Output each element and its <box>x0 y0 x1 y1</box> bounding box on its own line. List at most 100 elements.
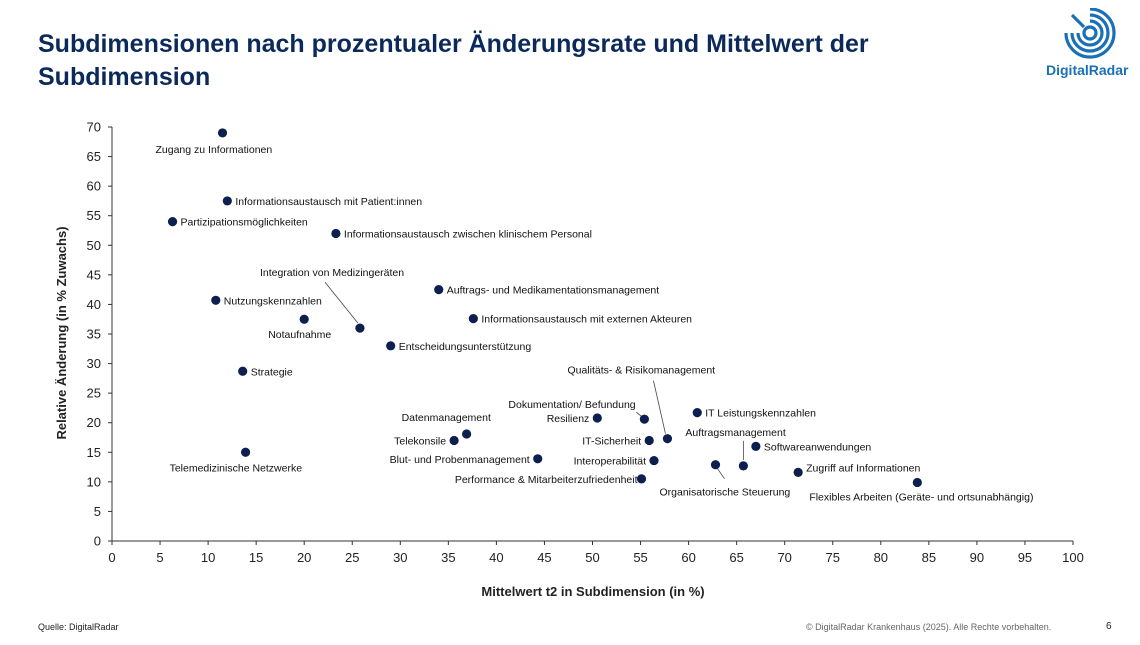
data-point <box>644 435 654 446</box>
y-tick-label: 55 <box>87 208 101 223</box>
x-tick-label: 70 <box>777 550 791 565</box>
label-connector <box>717 468 725 479</box>
x-tick-label: 95 <box>1018 550 1032 565</box>
point-label: Entscheidungsunterstützung <box>399 341 532 353</box>
point-label: Zugang zu Informationen <box>156 144 273 156</box>
x-axis-label: Mittelwert t2 in Subdimension (in %) <box>481 584 704 599</box>
y-tick-label: 45 <box>87 267 101 282</box>
point-label: Telekonsile <box>394 435 446 447</box>
data-point <box>355 323 365 333</box>
point-label: Informationsaustausch mit Patient:innen <box>235 196 422 208</box>
page-title: Subdimensionen nach prozentualer Änderun… <box>38 30 869 91</box>
x-tick-label: 25 <box>345 550 359 565</box>
y-tick-label: 15 <box>87 445 101 460</box>
point-label: Integration von Medizingeräten <box>260 267 404 279</box>
y-tick-label: 30 <box>87 356 101 371</box>
x-tick-label: 0 <box>108 550 115 565</box>
x-tick-label: 100 <box>1062 550 1084 565</box>
data-point <box>240 447 251 457</box>
y-tick-label: 20 <box>87 415 101 430</box>
data-point <box>793 467 803 477</box>
x-tick-label: 5 <box>156 550 163 565</box>
x-tick-label: 10 <box>201 550 215 565</box>
data-point <box>167 217 178 227</box>
data-point <box>592 413 602 423</box>
data-point <box>639 414 649 424</box>
point-label: Blut- und Probenmanagement <box>390 454 530 466</box>
point-label: Performance & Mitarbeiterzufriedenheit <box>455 474 638 486</box>
point-label: IT Leistungskennzahlen <box>705 408 816 420</box>
x-tick-label: 20 <box>297 550 311 565</box>
data-point <box>912 477 922 488</box>
y-axis-label: Relative Änderung (in % Zuwachs) <box>54 226 69 439</box>
page-number: 6 <box>1106 621 1112 632</box>
point-label: Strategie <box>251 366 293 378</box>
data-point <box>434 285 444 295</box>
x-tick-label: 45 <box>537 550 551 565</box>
x-tick-label: 90 <box>970 550 984 565</box>
copyright-note: © DigitalRadar Krankenhaus (2025). Alle … <box>806 622 1052 632</box>
y-tick-label: 10 <box>87 474 101 489</box>
point-label: Informationsaustausch zwischen klinische… <box>344 228 592 240</box>
x-tick-label: 75 <box>826 550 840 565</box>
data-point <box>299 314 309 324</box>
y-tick-label: 65 <box>87 149 101 164</box>
y-tick-label: 35 <box>87 327 101 342</box>
label-connector <box>653 380 666 434</box>
y-tick-label: 0 <box>94 534 101 549</box>
data-point <box>692 408 702 418</box>
data-point <box>222 196 232 206</box>
x-tick-label: 15 <box>249 550 263 565</box>
data-point <box>449 435 459 446</box>
x-tick-label: 30 <box>393 550 407 565</box>
data-point <box>386 341 396 351</box>
x-tick-label: 60 <box>681 550 695 565</box>
y-tick-label: 50 <box>87 238 101 253</box>
point-label: Notaufnahme <box>268 329 331 341</box>
x-tick-label: 50 <box>585 550 599 565</box>
point-label: Resilienz <box>547 413 590 425</box>
data-point <box>211 295 221 305</box>
x-tick-label: 85 <box>922 550 936 565</box>
point-label: IT-Sicherheit <box>582 435 641 447</box>
point-label: Informationsaustausch mit externen Akteu… <box>481 314 692 326</box>
point-label: Qualitäts- & Risikomanagement <box>567 365 715 377</box>
data-point <box>468 314 478 324</box>
point-label: Datenmanagement <box>402 412 491 424</box>
y-tick-label: 25 <box>87 386 101 401</box>
data-point <box>710 460 721 470</box>
point-label: Interoperabilität <box>574 456 646 468</box>
data-point <box>238 366 248 376</box>
data-point <box>462 429 472 439</box>
point-label: Organisatorische Steuerung <box>660 487 791 499</box>
source-note: Quelle: DigitalRadar <box>38 622 119 632</box>
y-tick-label: 40 <box>87 297 101 312</box>
point-label: Dokumentation/ Befundung <box>508 399 635 411</box>
point-label: Auftragsmanagement <box>685 427 785 439</box>
x-tick-label: 40 <box>489 550 503 565</box>
point-label: Partizipationsmöglichkeiten <box>181 217 308 229</box>
data-point <box>751 441 761 451</box>
point-label: Nutzungskennzahlen <box>224 295 322 307</box>
x-tick-label: 35 <box>441 550 455 565</box>
data-point <box>636 474 647 484</box>
x-tick-label: 80 <box>874 550 888 565</box>
data-point <box>662 434 673 444</box>
x-tick-label: 55 <box>633 550 647 565</box>
point-label: Auftrags- und Medikamentationsmanagement <box>447 285 660 297</box>
logo-text: DigitalRadar <box>1046 62 1129 78</box>
data-point <box>649 455 659 466</box>
point-label: Zugriff auf Informationen <box>806 462 920 474</box>
y-tick-label: 70 <box>87 120 101 135</box>
point-label: Flexibles Arbeiten (Geräte- und ortsunab… <box>809 491 1033 503</box>
point-label: Telemedizinische Netzwerke <box>170 462 303 474</box>
data-point <box>217 128 228 138</box>
radar-logo-icon <box>1064 8 1116 59</box>
data-point <box>738 461 748 471</box>
y-tick-label: 5 <box>94 504 101 519</box>
data-point <box>533 454 543 464</box>
y-tick-label: 60 <box>87 179 101 194</box>
label-connector <box>324 281 359 324</box>
point-label: Softwareanwendungen <box>764 441 872 453</box>
